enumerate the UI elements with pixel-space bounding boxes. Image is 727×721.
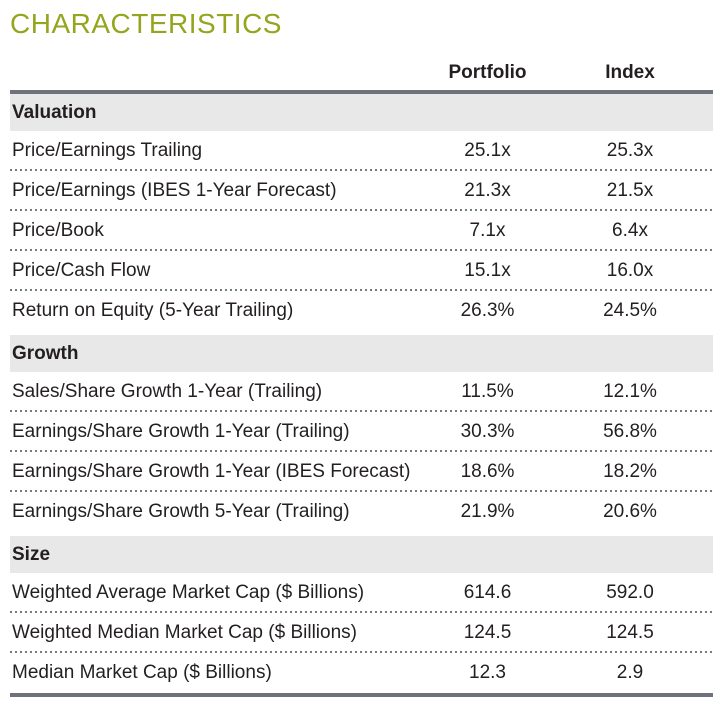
section-label: Valuation — [12, 101, 97, 123]
table-row: Return on Equity (5-Year Trailing) 26.3%… — [10, 291, 713, 331]
row-label: Weighted Median Market Cap ($ Billions) — [12, 622, 357, 644]
table-row: Earnings/Share Growth 5-Year (Trailing) … — [10, 492, 713, 532]
table-section: Growth Sales/Share Growth 1-Year (Traili… — [10, 335, 713, 532]
table-row: Weighted Median Market Cap ($ Billions) … — [10, 613, 713, 654]
index-value: 2.9 — [616, 662, 644, 684]
index-value: 24.5% — [603, 300, 657, 322]
index-value: 124.5 — [606, 622, 654, 644]
portfolio-value: 18.6% — [460, 461, 515, 483]
portfolio-value: 30.3% — [460, 421, 515, 443]
row-label: Earnings/Share Growth 5-Year (Trailing) — [12, 501, 350, 523]
row-label: Weighted Average Market Cap ($ Billions) — [12, 582, 365, 604]
table-row: Price/Earnings Trailing 25.1x 25.3x — [10, 131, 713, 172]
table-top-rule — [10, 90, 713, 95]
table-row: Price/Cash Flow 15.1x 16.0x — [10, 251, 713, 292]
section-header: Size — [10, 536, 713, 574]
row-label: Price/Earnings Trailing — [12, 140, 203, 162]
portfolio-value: 11.5% — [461, 381, 514, 403]
table-row: Weighted Average Market Cap ($ Billions)… — [10, 573, 713, 614]
portfolio-value: 21.9% — [460, 501, 515, 523]
table-row: Earnings/Share Growth 1-Year (Trailing) … — [10, 412, 713, 453]
row-label: Price/Earnings (IBES 1-Year Forecast) — [12, 180, 337, 202]
index-value: 12.1% — [603, 381, 657, 403]
portfolio-value: 15.1x — [464, 260, 511, 282]
index-value: 20.6% — [603, 501, 657, 523]
section-rows: Sales/Share Growth 1-Year (Trailing) 11.… — [10, 372, 713, 532]
section-rows: Weighted Average Market Cap ($ Billions)… — [10, 573, 713, 693]
index-value: 21.5x — [606, 180, 654, 202]
portfolio-value: 21.3x — [464, 180, 511, 202]
portfolio-value: 26.3% — [460, 300, 515, 322]
characteristics-panel: CHARACTERISTICS Portfolio Index Valuatio… — [10, 8, 713, 698]
row-label: Price/Cash Flow — [12, 260, 151, 282]
table-section: Valuation Price/Earnings Trailing 25.1x … — [10, 94, 713, 331]
table-row: Median Market Cap ($ Billions) 12.3 2.9 — [10, 653, 713, 693]
index-value: 25.3x — [606, 140, 654, 162]
row-label: Return on Equity (5-Year Trailing) — [12, 300, 294, 322]
section-rows: Price/Earnings Trailing 25.1x 25.3x Pric… — [10, 131, 713, 331]
characteristics-table: Portfolio Index Valuation Price/Earnings… — [10, 40, 713, 698]
table-row: Price/Earnings (IBES 1-Year Forecast) 21… — [10, 171, 713, 212]
table-bottom-rule — [10, 693, 713, 698]
section-label: Size — [12, 543, 51, 565]
index-value: 592.0 — [606, 582, 654, 604]
portfolio-value: 12.3 — [469, 662, 506, 684]
column-header-index: Index — [605, 62, 655, 84]
row-label: Sales/Share Growth 1-Year (Trailing) — [12, 381, 323, 403]
row-label: Price/Book — [12, 220, 104, 242]
row-label: Earnings/Share Growth 1-Year (IBES Forec… — [12, 461, 411, 483]
table-section: Size Weighted Average Market Cap ($ Bill… — [10, 536, 713, 693]
index-value: 16.0x — [606, 260, 654, 282]
section-header: Valuation — [10, 94, 713, 132]
table-row: Sales/Share Growth 1-Year (Trailing) 11.… — [10, 372, 713, 413]
row-label: Median Market Cap ($ Billions) — [12, 662, 272, 684]
table-body: Valuation Price/Earnings Trailing 25.1x … — [10, 94, 713, 693]
portfolio-value: 614.6 — [463, 582, 512, 604]
row-label: Earnings/Share Growth 1-Year (Trailing) — [12, 421, 350, 443]
portfolio-value: 25.1x — [464, 140, 511, 162]
table-row: Price/Book 7.1x 6.4x — [10, 211, 713, 252]
section-header: Growth — [10, 335, 713, 373]
page-title: CHARACTERISTICS — [10, 8, 282, 39]
portfolio-value: 124.5 — [463, 622, 512, 644]
index-value: 18.2% — [603, 461, 657, 483]
portfolio-value: 7.1x — [469, 220, 506, 242]
table-row: Earnings/Share Growth 1-Year (IBES Forec… — [10, 452, 713, 493]
index-value: 6.4x — [612, 220, 648, 242]
section-label: Growth — [12, 342, 79, 364]
index-value: 56.8% — [603, 421, 657, 443]
column-header-portfolio: Portfolio — [448, 62, 527, 84]
column-header-row: Portfolio Index — [10, 40, 713, 90]
